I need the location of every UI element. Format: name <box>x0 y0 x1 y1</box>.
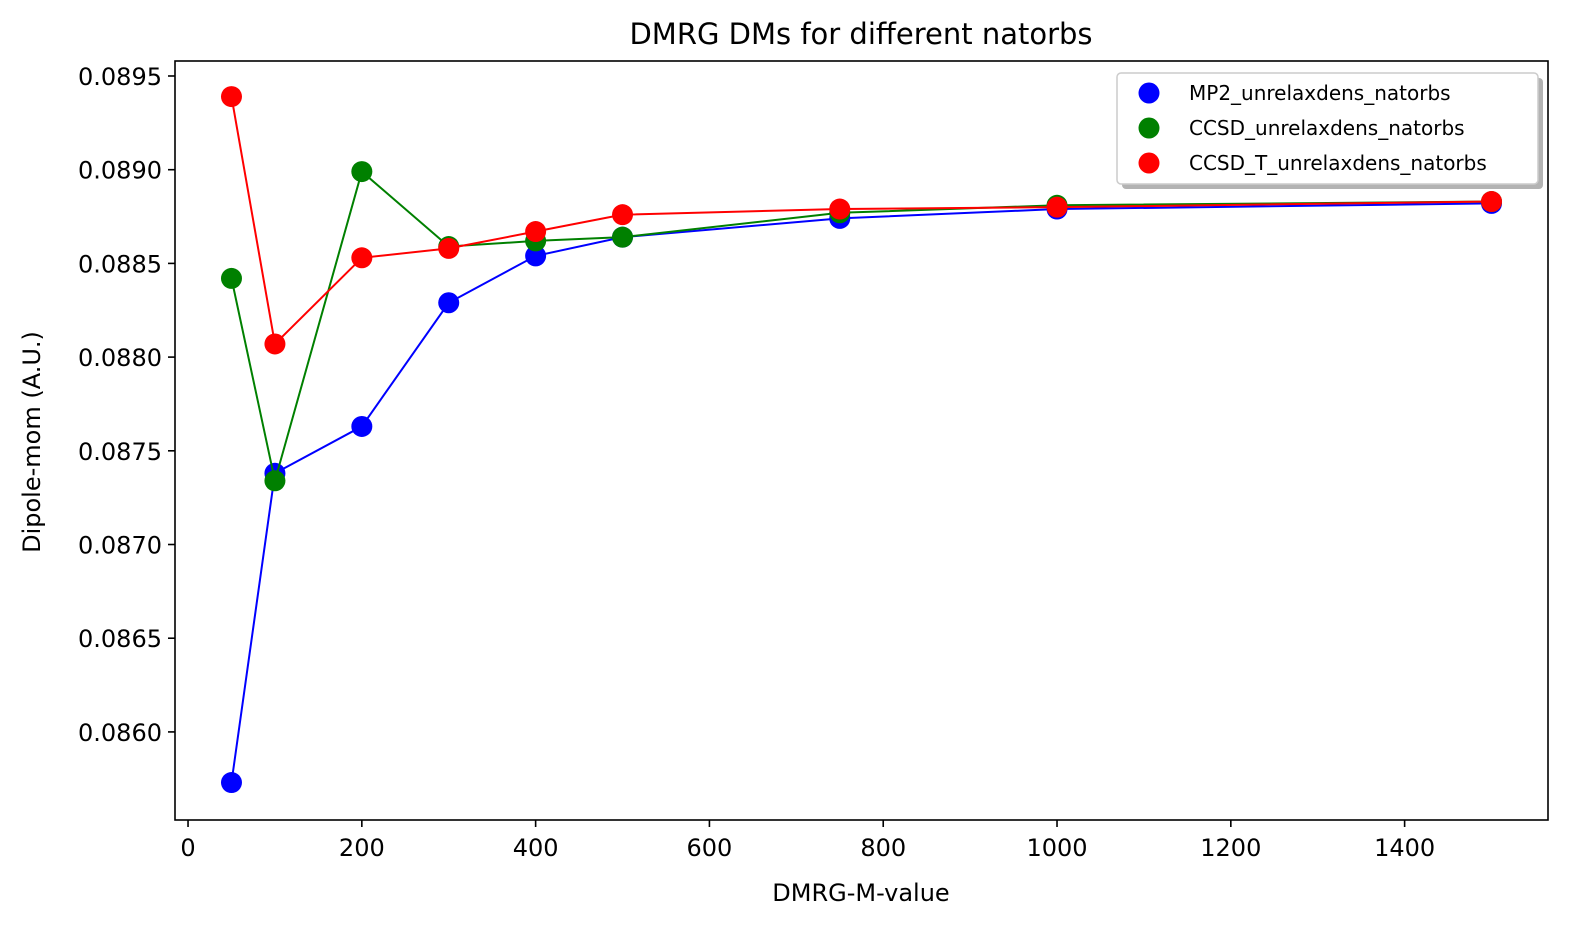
x-tick-label: 1400 <box>1374 834 1435 862</box>
series-2-point <box>612 226 634 248</box>
legend-label-2: CCSD_unrelaxdens_natorbs <box>1189 116 1465 140</box>
plot-area: 0 200 400 600 800 1000 1200 1400 0.0860 0.0865 0.0… <box>78 60 1549 862</box>
x-tick-label: 800 <box>860 834 906 862</box>
y-tick-label: 0.0875 <box>78 438 162 466</box>
x-tick-label: 0 <box>180 834 195 862</box>
series-3-point <box>351 247 373 269</box>
series-3-point <box>1481 191 1503 213</box>
legend: MP2_unrelaxdens_natorbs CCSD_unrelaxdens_… <box>1116 72 1543 189</box>
x-tick-label: 1200 <box>1200 834 1261 862</box>
legend-marker-1 <box>1138 82 1160 104</box>
plot-frame <box>174 60 1549 821</box>
series-2-point <box>351 161 373 183</box>
y-tick-label: 0.0865 <box>78 625 162 653</box>
y-tick-label: 0.0895 <box>78 63 162 91</box>
series-2-point <box>264 470 286 492</box>
y-tick-label: 0.0870 <box>78 532 162 560</box>
legend-marker-3 <box>1138 152 1160 174</box>
series-1-point <box>351 415 373 437</box>
chart-title: DMRG DMs for different natorbs <box>629 17 1092 51</box>
y-axis-title: Dipole-mom (A.U.) <box>18 331 46 553</box>
x-tick-label: 400 <box>513 834 559 862</box>
legend-box <box>1116 72 1539 185</box>
series-3-point <box>525 221 547 243</box>
y-tick-label: 0.0890 <box>78 157 162 185</box>
series-3-point <box>612 204 634 226</box>
x-tick-label: 1000 <box>1026 834 1087 862</box>
x-tick-label: 200 <box>339 834 385 862</box>
series-3-point <box>829 198 851 220</box>
y-tick-label: 0.0880 <box>78 344 162 372</box>
series-3-point <box>220 86 242 108</box>
series-1-point <box>438 292 460 314</box>
x-tick-label: 600 <box>687 834 733 862</box>
series-3-point <box>264 333 286 355</box>
y-tick-label: 0.0885 <box>78 250 162 278</box>
series-2-point <box>220 267 242 289</box>
x-axis-title: DMRG-M-value <box>772 879 949 907</box>
series-3-point <box>1046 196 1068 218</box>
y-tick-label: 0.0860 <box>78 719 162 747</box>
series-1-point <box>220 772 242 794</box>
legend-label-3: CCSD_T_unrelaxdens_natorbs <box>1189 151 1487 175</box>
series-3-point <box>438 237 460 259</box>
series-line-1 <box>230 202 1492 783</box>
series-1-point <box>525 245 547 267</box>
legend-label-1: MP2_unrelaxdens_natorbs <box>1189 81 1451 105</box>
legend-marker-2 <box>1138 117 1160 139</box>
